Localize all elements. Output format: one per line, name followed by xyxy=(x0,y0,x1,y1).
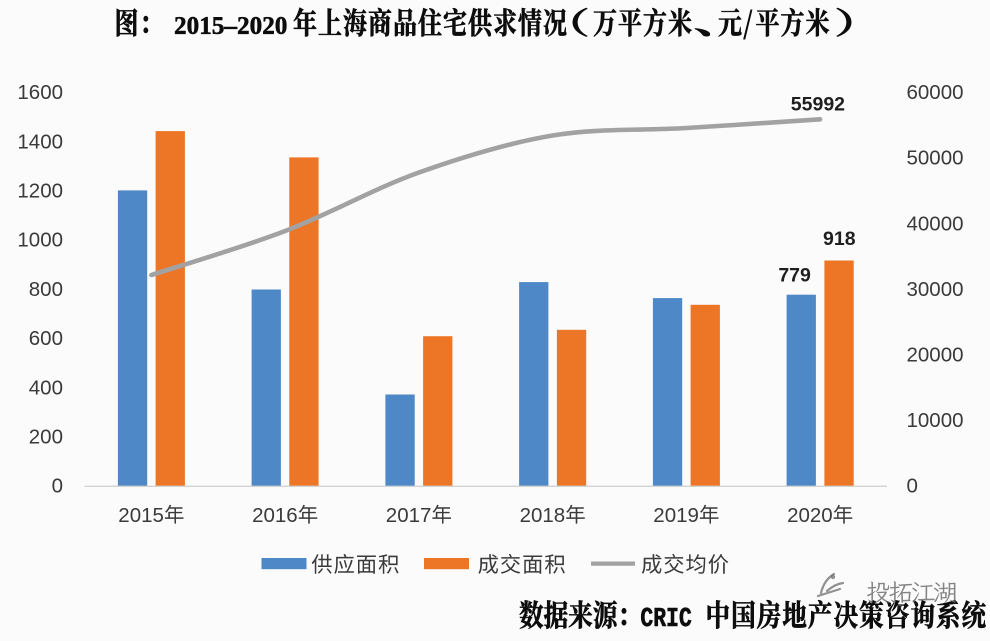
svg-text:200: 200 xyxy=(29,426,63,449)
svg-text:1000: 1000 xyxy=(17,229,63,252)
svg-text:918: 918 xyxy=(823,228,856,250)
svg-text:1600: 1600 xyxy=(17,81,63,104)
svg-text:2018: 2018 xyxy=(520,504,566,527)
svg-text:1200: 1200 xyxy=(17,180,63,203)
svg-text:2017: 2017 xyxy=(386,504,432,527)
svg-text:1400: 1400 xyxy=(17,130,63,153)
svg-text:2015: 2015 xyxy=(118,504,164,527)
svg-text:55992: 55992 xyxy=(791,94,845,116)
svg-text:600: 600 xyxy=(29,327,63,350)
svg-text:2020: 2020 xyxy=(787,504,833,527)
svg-text:779: 779 xyxy=(778,265,811,287)
svg-text:40000: 40000 xyxy=(907,212,964,235)
svg-text:800: 800 xyxy=(29,278,63,301)
svg-text:10000: 10000 xyxy=(907,409,964,432)
svg-text:60000: 60000 xyxy=(907,81,964,104)
svg-text:2019: 2019 xyxy=(653,504,699,527)
svg-text:0: 0 xyxy=(52,475,63,498)
svg-text:30000: 30000 xyxy=(907,278,964,301)
svg-text:50000: 50000 xyxy=(907,147,964,170)
svg-text:20000: 20000 xyxy=(907,344,964,367)
svg-text:0: 0 xyxy=(907,475,918,498)
svg-text:2016: 2016 xyxy=(252,504,298,527)
svg-text:400: 400 xyxy=(29,376,63,399)
